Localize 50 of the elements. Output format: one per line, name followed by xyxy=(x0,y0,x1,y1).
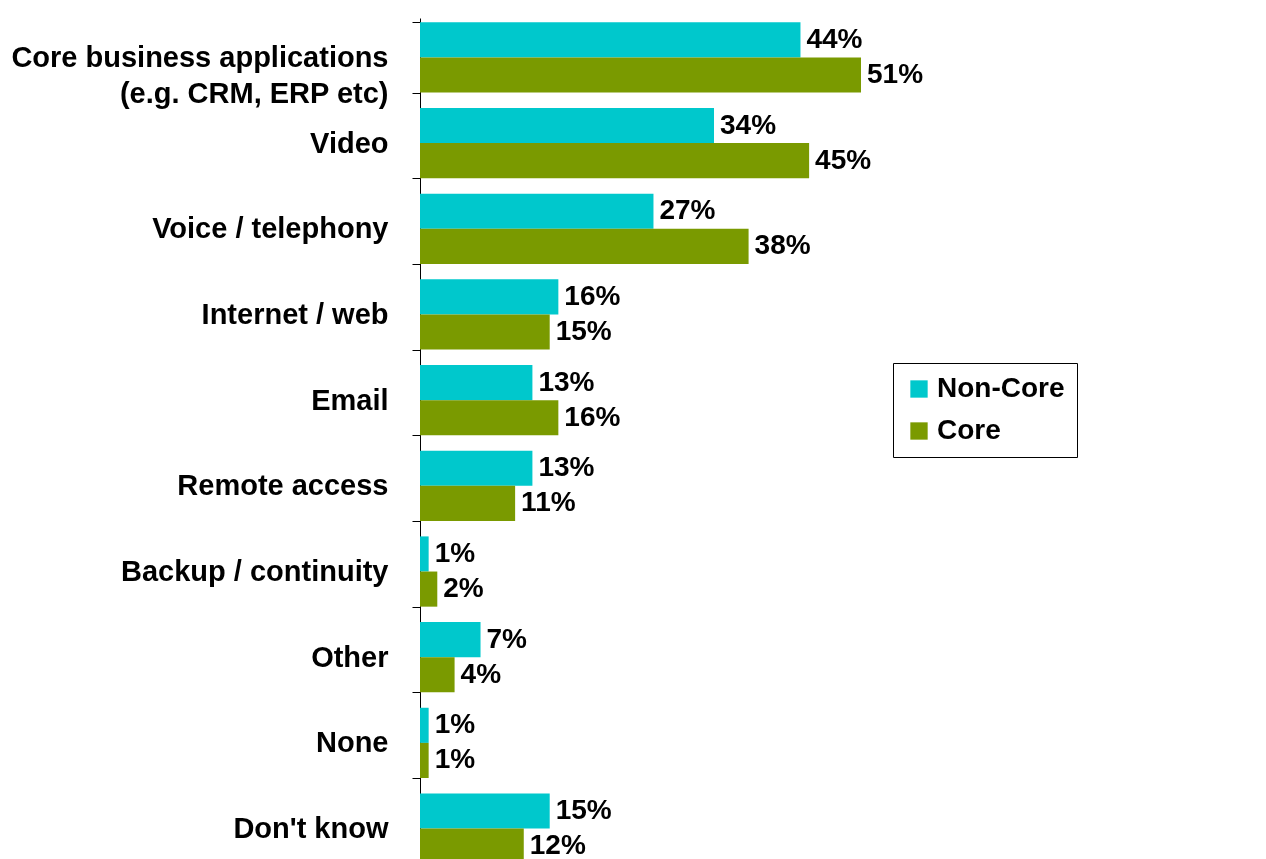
data-label: 1% xyxy=(434,536,476,568)
bar xyxy=(420,57,861,93)
bar xyxy=(420,536,429,572)
y-tick-label: Backup / continuity xyxy=(121,555,389,588)
data-label: 27% xyxy=(659,194,716,226)
bar xyxy=(420,622,481,658)
data-label: 51% xyxy=(867,57,924,89)
bar xyxy=(420,279,559,315)
y-tick-label: Core business applications (e.g. CRM, ERP etc) xyxy=(11,40,389,109)
bar xyxy=(420,314,550,350)
data-label: 2% xyxy=(443,572,484,604)
data-label: 4% xyxy=(460,657,502,689)
data-label: 38% xyxy=(754,229,811,261)
bar xyxy=(420,742,429,779)
bar xyxy=(420,143,810,179)
data-label: 45% xyxy=(815,143,872,175)
y-tick-label: Remote access xyxy=(177,469,389,502)
data-label: 13% xyxy=(538,451,595,483)
data-label: 16% xyxy=(564,400,621,432)
y-tick-label: Don't know xyxy=(233,812,389,845)
data-label: 11% xyxy=(521,486,576,518)
legend-label: Core xyxy=(937,414,1001,445)
y-tick-label: Email xyxy=(311,383,389,416)
data-label: 13% xyxy=(538,365,595,397)
bar xyxy=(420,228,749,264)
bar xyxy=(420,485,516,521)
bar xyxy=(420,22,801,58)
bar xyxy=(420,107,714,144)
y-tick-label: None xyxy=(316,726,389,759)
bar xyxy=(420,450,533,486)
data-label: 34% xyxy=(720,108,777,140)
data-label: 1% xyxy=(434,743,476,775)
bar xyxy=(420,707,429,743)
bar xyxy=(420,365,533,401)
data-label: 16% xyxy=(564,279,621,311)
bar xyxy=(420,193,654,229)
legend-label: Non-Core xyxy=(937,372,1065,403)
data-label: 15% xyxy=(555,794,612,826)
data-label: 7% xyxy=(486,622,528,654)
data-label: 12% xyxy=(529,829,586,859)
y-tick-label: Internet / web xyxy=(201,297,389,330)
bar xyxy=(420,571,438,607)
data-label: 44% xyxy=(806,22,863,54)
y-tick-label: Other xyxy=(311,640,389,673)
data-label: 1% xyxy=(434,708,476,740)
y-tick-label: Video xyxy=(310,126,389,159)
bar xyxy=(420,657,455,693)
data-label: 15% xyxy=(555,315,612,347)
bar xyxy=(420,400,559,436)
y-tick-label: Voice / telephony xyxy=(152,212,389,245)
